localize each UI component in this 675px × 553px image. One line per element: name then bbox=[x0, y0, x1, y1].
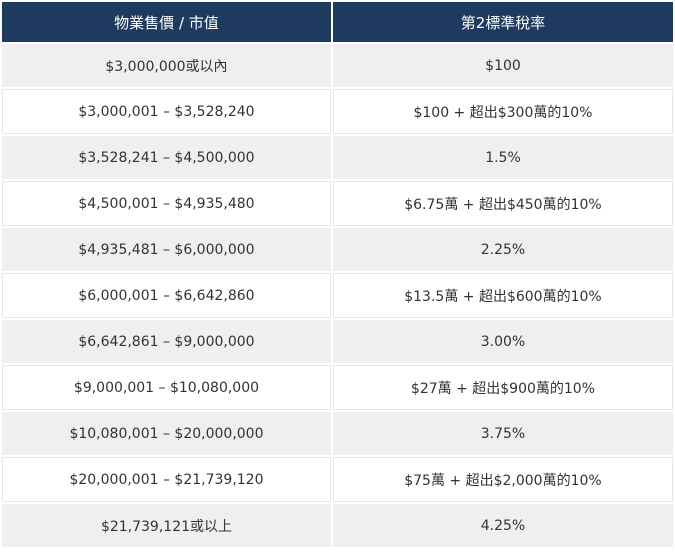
table-body: $3,000,000或以內 $100 $3,000,001 – $3,528,2… bbox=[2, 44, 673, 547]
tax-rate-cell: 3.00% bbox=[332, 320, 673, 363]
tax-rate-cell: 2.25% bbox=[332, 228, 673, 271]
price-range-cell: $6,642,861 – $9,000,000 bbox=[2, 320, 331, 363]
tax-rate-cell: $100 bbox=[332, 44, 673, 87]
price-range-cell: $3,528,241 – $4,500,000 bbox=[2, 136, 331, 179]
table-row: $21,739,121或以上 4.25% bbox=[2, 504, 673, 547]
table-row: $4,935,481 – $6,000,000 2.25% bbox=[2, 228, 673, 271]
tax-rate-cell: $27萬 + 超出$900萬的10% bbox=[332, 365, 673, 410]
price-range-cell: $9,000,001 – $10,080,000 bbox=[2, 365, 331, 410]
price-range-cell: $4,935,481 – $6,000,000 bbox=[2, 228, 331, 271]
header-property-price: 物業售價 / 市值 bbox=[2, 2, 331, 42]
tax-rate-cell: 4.25% bbox=[332, 504, 673, 547]
tax-rate-cell: $100 + 超出$300萬的10% bbox=[332, 89, 673, 134]
table-row: $6,642,861 – $9,000,000 3.00% bbox=[2, 320, 673, 363]
tax-rate-cell: 1.5% bbox=[332, 136, 673, 179]
header-tax-rate: 第2標準稅率 bbox=[332, 2, 673, 42]
table-row: $4,500,001 – $4,935,480 $6.75萬 + 超出$450萬… bbox=[2, 181, 673, 226]
table-row: $3,000,001 – $3,528,240 $100 + 超出$300萬的1… bbox=[2, 89, 673, 134]
table-row: $20,000,001 – $21,739,120 $75萬 + 超出$2,00… bbox=[2, 457, 673, 502]
tax-rate-cell: 3.75% bbox=[332, 412, 673, 455]
tax-rate-cell: $75萬 + 超出$2,000萬的10% bbox=[332, 457, 673, 502]
price-range-cell: $10,080,001 – $20,000,000 bbox=[2, 412, 331, 455]
table-row: $10,080,001 – $20,000,000 3.75% bbox=[2, 412, 673, 455]
price-range-cell: $4,500,001 – $4,935,480 bbox=[2, 181, 331, 226]
price-range-cell: $3,000,000或以內 bbox=[2, 44, 331, 87]
price-range-cell: $20,000,001 – $21,739,120 bbox=[2, 457, 331, 502]
table-header: 物業售價 / 市值 第2標準稅率 bbox=[2, 2, 673, 42]
header-row: 物業售價 / 市值 第2標準稅率 bbox=[2, 2, 673, 42]
price-range-cell: $3,000,001 – $3,528,240 bbox=[2, 89, 331, 134]
table-row: $3,528,241 – $4,500,000 1.5% bbox=[2, 136, 673, 179]
table-row: $3,000,000或以內 $100 bbox=[2, 44, 673, 87]
price-range-cell: $21,739,121或以上 bbox=[2, 504, 331, 547]
table-row: $9,000,001 – $10,080,000 $27萬 + 超出$900萬的… bbox=[2, 365, 673, 410]
price-range-cell: $6,000,001 – $6,642,860 bbox=[2, 273, 331, 318]
tax-rate-cell: $6.75萬 + 超出$450萬的10% bbox=[332, 181, 673, 226]
tax-rate-cell: $13.5萬 + 超出$600萬的10% bbox=[332, 273, 673, 318]
table-row: $6,000,001 – $6,642,860 $13.5萬 + 超出$600萬… bbox=[2, 273, 673, 318]
